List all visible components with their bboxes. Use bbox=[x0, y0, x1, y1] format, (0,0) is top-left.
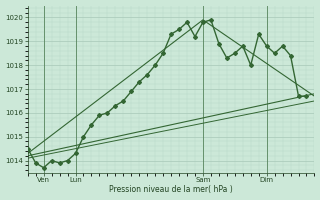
X-axis label: Pression niveau de la mer( hPa ): Pression niveau de la mer( hPa ) bbox=[109, 185, 233, 194]
